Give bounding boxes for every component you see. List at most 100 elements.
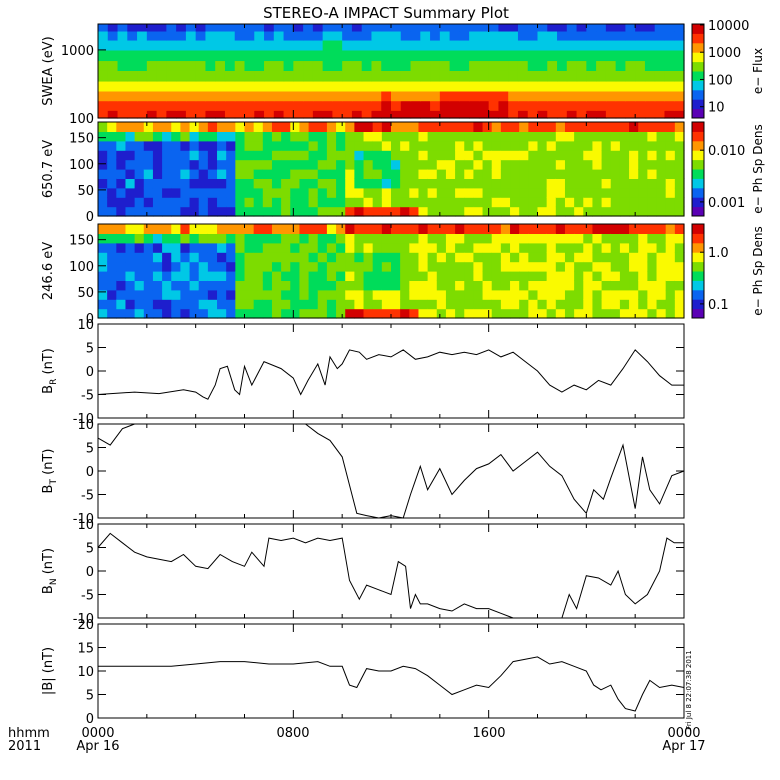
spectrogram-cell — [647, 169, 658, 179]
spectrogram-cell — [519, 140, 529, 151]
spectrogram-cell — [491, 131, 502, 142]
spectrogram-cell — [674, 289, 685, 300]
spectrogram-cell — [198, 140, 209, 151]
spectrogram-cell — [336, 261, 346, 272]
spectrogram-cell — [162, 308, 172, 319]
spectrogram-cell — [500, 206, 511, 217]
spectrogram-cell — [409, 233, 420, 244]
y-axis-label-main: B — [41, 585, 56, 594]
spectrogram-cell — [586, 49, 597, 62]
y-tick-label: 0 — [86, 465, 94, 480]
spectrogram-cell — [351, 39, 363, 51]
spectrogram-cell — [244, 30, 255, 41]
spectrogram-cell — [409, 178, 420, 189]
spectrogram-cell — [290, 252, 301, 263]
spectrogram-cell — [290, 140, 301, 151]
spectrogram-cell — [664, 60, 675, 71]
spectrogram-cell — [619, 159, 630, 170]
spectrogram-cell — [326, 308, 337, 319]
spectrogram-cell — [527, 60, 539, 71]
spectrogram-cell — [455, 140, 465, 151]
spectrogram-cell — [253, 140, 264, 151]
spectrogram-cell — [391, 159, 401, 170]
spectrogram-cell — [176, 70, 187, 82]
spectrogram-cell — [400, 206, 410, 217]
spectrogram-cell — [253, 159, 264, 170]
spectrogram-cell — [482, 122, 493, 132]
spectrogram-cell — [583, 252, 594, 263]
spectrogram-cell — [308, 242, 319, 253]
spectrogram-cell — [254, 24, 265, 32]
spectrogram-cell — [134, 242, 145, 253]
spectrogram-cell — [198, 308, 209, 319]
spectrogram-cell — [372, 299, 383, 310]
spectrogram-cell — [555, 169, 566, 179]
spectrogram-cell — [528, 178, 539, 189]
spectrogram-cell — [455, 178, 465, 189]
spectrogram-cell — [449, 30, 460, 41]
spectrogram-cell — [528, 206, 539, 217]
spectrogram-cell — [264, 39, 275, 51]
spectrogram-cell — [166, 100, 177, 111]
spectrogram-cell — [253, 206, 264, 217]
spectrogram-cell — [528, 261, 539, 272]
spectrogram-cell — [354, 122, 365, 132]
spectrogram-cell — [586, 80, 597, 92]
spectrogram-cell — [107, 308, 117, 319]
spectrogram-cell — [354, 169, 365, 179]
spectrogram-cell — [528, 224, 539, 234]
spectrogram-cell — [656, 299, 667, 310]
spectrogram-cell — [592, 308, 603, 319]
spectrogram-cell — [635, 24, 646, 32]
spectrogram-cell — [635, 70, 646, 82]
spectrogram-cell — [254, 39, 265, 51]
spectrogram-cell — [400, 49, 412, 62]
spectrogram-cell — [166, 30, 177, 41]
spectrogram-cell — [189, 233, 200, 244]
spectrogram-cell — [234, 24, 246, 32]
spectrogram-cell — [215, 49, 226, 62]
spectrogram-cell — [217, 252, 227, 263]
y-tick-label: 100 — [69, 260, 94, 275]
spectrogram-cell — [372, 131, 383, 142]
spectrogram-cell — [185, 80, 197, 92]
spectrogram-cell — [235, 224, 246, 234]
spectrogram-cell — [345, 197, 355, 208]
spectrogram-cell — [244, 70, 255, 82]
spectrogram-cell — [576, 60, 587, 71]
spectrogram-cell — [656, 131, 667, 142]
spectrogram-cell — [436, 233, 447, 244]
spectrogram-cell — [381, 39, 392, 51]
spectrogram-cell — [146, 110, 158, 119]
spectrogram-cell — [107, 60, 119, 71]
spectrogram-cell — [134, 197, 145, 208]
colorbar-swatch — [692, 80, 704, 91]
spectrogram-cell — [555, 178, 566, 189]
spectrogram-cell — [351, 90, 363, 102]
colorbar-frame — [691, 121, 705, 217]
spectrogram-cell — [427, 150, 438, 161]
spectrogram-cell — [217, 280, 227, 291]
spectrogram-cell — [619, 289, 630, 300]
spectrogram-cell — [336, 271, 346, 281]
spectrogram-cell — [574, 252, 584, 263]
spectrogram-cell — [198, 197, 209, 208]
spectrogram-cell — [592, 242, 603, 253]
spectrogram-cell — [464, 242, 475, 253]
spectrogram-cell — [273, 39, 285, 51]
spectrogram-cell — [537, 100, 548, 111]
spectrogram-cell — [500, 299, 511, 310]
spectrogram-cell — [317, 131, 328, 142]
spectrogram-cell — [527, 39, 539, 51]
spectrogram-cell — [345, 299, 355, 310]
spectrogram-cell — [557, 100, 568, 111]
spectrogram-cell — [299, 169, 310, 179]
spectrogram-cell — [449, 90, 460, 102]
spectrogram-cell — [596, 110, 607, 119]
spectrogram-cell — [156, 60, 167, 71]
spectrogram-cell — [478, 80, 490, 92]
spectrogram-cell — [635, 60, 646, 71]
spectrogram-cell — [125, 122, 136, 132]
spectrogram-cell — [400, 131, 410, 142]
x-axis-row1-label: hhmm — [8, 726, 50, 741]
